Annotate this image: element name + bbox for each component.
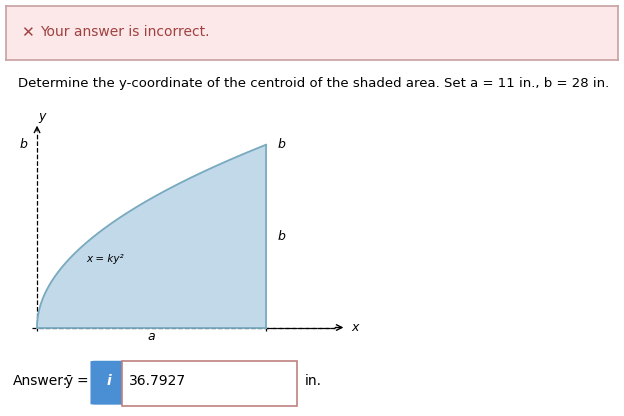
Text: Your answer is incorrect.: Your answer is incorrect. [40,25,210,39]
Text: Answer:: Answer: [12,374,68,389]
Text: b: b [278,230,285,243]
Text: x: x [351,321,358,334]
Text: 36.7927: 36.7927 [129,374,186,389]
Text: b: b [278,138,285,151]
Polygon shape [37,145,266,327]
Text: ✕: ✕ [21,25,34,40]
Text: y: y [38,110,46,123]
Text: i: i [106,374,111,389]
Text: Determine the y-coordinate of the centroid of the shaded area. Set a = 11 in., b: Determine the y-coordinate of the centro… [19,77,610,90]
Text: =: = [76,374,88,389]
Text: in.: in. [305,374,321,389]
FancyBboxPatch shape [122,361,297,406]
Text: ȳ: ȳ [64,374,72,389]
FancyBboxPatch shape [90,361,127,405]
Text: x = ky²: x = ky² [87,254,124,264]
Text: b: b [19,138,27,151]
Text: a: a [148,330,155,343]
